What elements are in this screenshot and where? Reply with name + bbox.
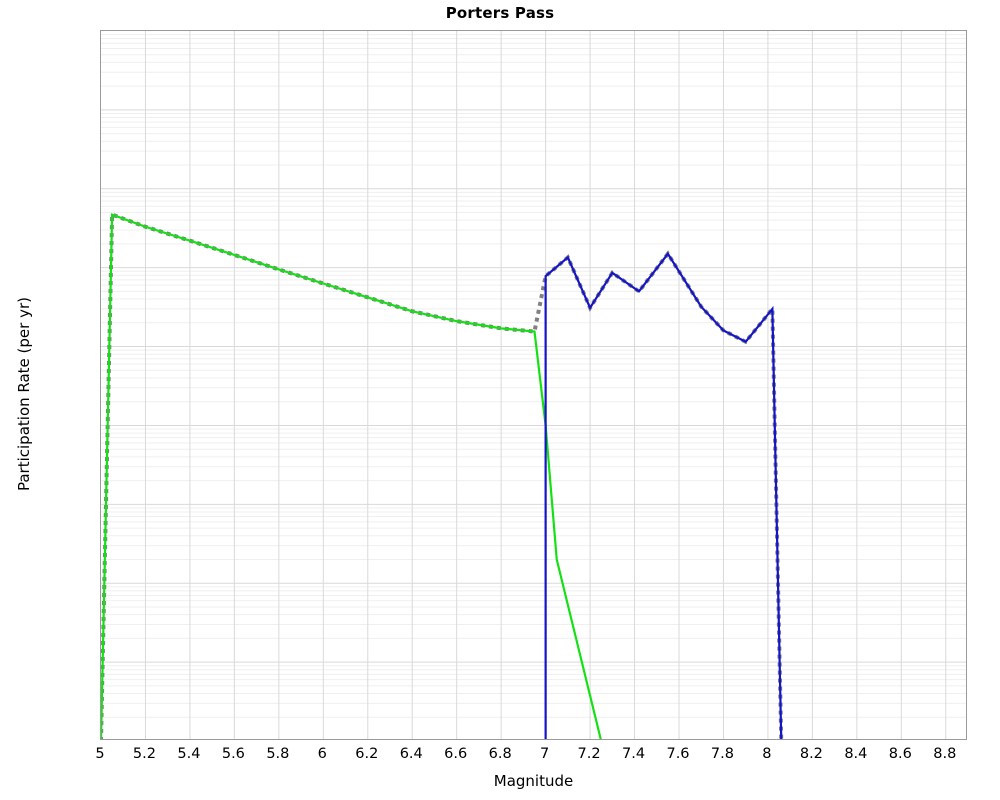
x-tick-label: 7: [539, 746, 550, 762]
x-tick-label: 5: [95, 746, 105, 762]
x-tick-label: 6.6: [444, 746, 468, 762]
x-axis-label: Magnitude: [493, 772, 574, 790]
x-tick-label: 5.6: [221, 746, 245, 762]
x-tick-label: 7.8: [710, 746, 734, 762]
gridlines: [101, 31, 966, 739]
x-tick-label: 8.4: [844, 746, 868, 762]
x-tick-label: 6.2: [355, 746, 379, 762]
x-tick-label: 8.2: [799, 746, 823, 762]
x-tick-label: 8: [762, 746, 772, 762]
plot-area: [100, 30, 967, 740]
series-total-rate: [101, 211, 784, 739]
chart-title: Porters Pass: [445, 4, 555, 22]
x-tick-label: 5.8: [266, 746, 290, 762]
x-tick-label: 6.4: [399, 746, 423, 762]
x-tick-label: 6: [317, 746, 327, 762]
x-tick-label: 7.2: [577, 746, 601, 762]
x-tick-label: 6.8: [488, 746, 512, 762]
x-tick-label: 8.8: [933, 746, 957, 762]
y-axis-label: Participation Rate (per yr): [15, 297, 33, 492]
x-tick-label: 8.6: [888, 746, 912, 762]
data-series-layer: [101, 211, 784, 739]
x-tick-label: 5.2: [132, 746, 156, 762]
x-tick-label: 7.4: [622, 746, 646, 762]
series-characteristic-magnitude-distribution: [544, 251, 783, 739]
series-background-gutenberg-richter: [101, 213, 602, 739]
x-tick-label: 7.6: [666, 746, 690, 762]
x-tick-label: 5.4: [177, 746, 201, 762]
